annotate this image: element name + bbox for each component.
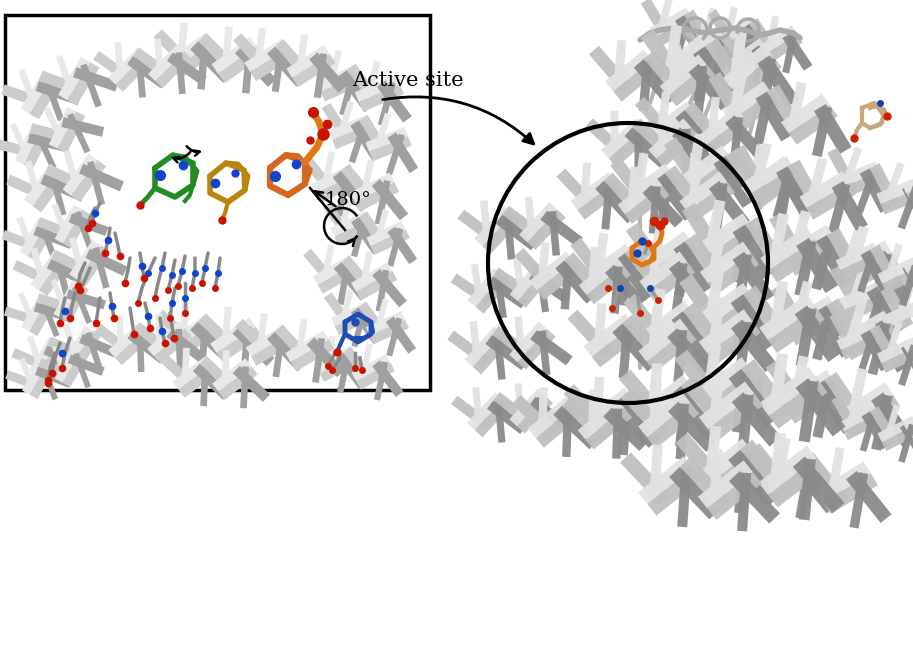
Bar bbox=[5, 15, 430, 390]
Text: 180°: 180° bbox=[324, 191, 372, 209]
Text: Active site: Active site bbox=[352, 71, 464, 89]
